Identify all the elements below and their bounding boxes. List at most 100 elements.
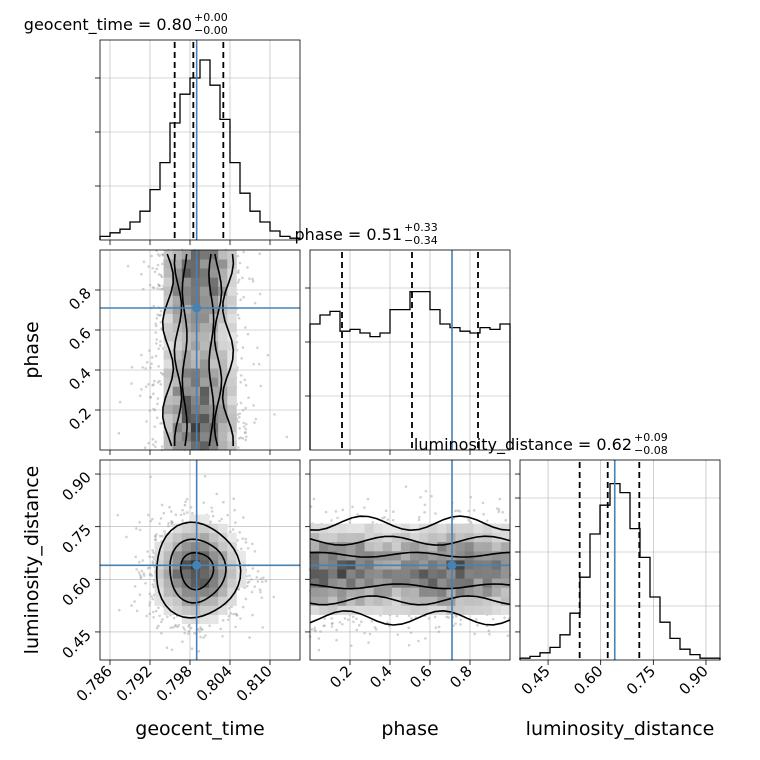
sample-point xyxy=(330,617,333,620)
sample-point xyxy=(260,580,264,583)
sample-point xyxy=(260,596,264,600)
density-cell xyxy=(200,431,210,442)
sample-point xyxy=(314,629,317,633)
sample-point xyxy=(259,577,263,581)
density-cell xyxy=(236,550,246,561)
sample-point xyxy=(237,420,240,423)
sample-point xyxy=(244,326,247,329)
density-cell xyxy=(382,541,393,552)
sample-point xyxy=(473,632,476,636)
sample-point xyxy=(241,408,245,412)
density-cell xyxy=(464,550,475,561)
density-cell xyxy=(209,532,219,543)
sample-point xyxy=(456,509,460,512)
sample-point xyxy=(170,523,173,526)
density-cell xyxy=(190,422,201,433)
density-cell xyxy=(382,587,393,597)
density-cell xyxy=(328,596,338,606)
density-cell xyxy=(373,587,384,597)
panel-background xyxy=(520,460,720,660)
density-cell xyxy=(209,350,219,360)
sample-point xyxy=(158,534,162,538)
density-cell xyxy=(200,569,210,579)
sample-point xyxy=(371,520,375,524)
density-cell xyxy=(172,440,183,451)
sample-point xyxy=(147,265,151,268)
density-cell xyxy=(328,550,338,561)
density-cell xyxy=(181,404,192,415)
sample-point xyxy=(237,271,240,274)
density-cell xyxy=(500,523,511,534)
density-cell xyxy=(346,578,356,588)
joint-panel-geocent-luminosity xyxy=(99,459,301,661)
y-tick-label: 0.2 xyxy=(65,404,95,434)
title-main: phase = 0.51 xyxy=(295,225,402,244)
density-cell xyxy=(200,514,210,525)
sample-point xyxy=(160,620,163,624)
density-cell xyxy=(227,550,237,561)
density-cell xyxy=(455,541,465,552)
density-cell xyxy=(209,614,219,625)
sample-point xyxy=(482,512,485,516)
x-tick-label: 0.90 xyxy=(675,662,711,698)
sample-point xyxy=(151,549,154,552)
density-cell xyxy=(218,523,228,534)
sample-point xyxy=(201,628,204,631)
sample-point xyxy=(309,505,313,508)
sample-point xyxy=(356,513,359,516)
sample-point xyxy=(150,254,153,258)
density-cell xyxy=(482,587,493,597)
sample-point xyxy=(417,639,420,643)
density-cell xyxy=(391,569,402,579)
density-cell xyxy=(310,569,320,579)
sample-point xyxy=(154,535,157,539)
density-cell xyxy=(382,523,393,534)
sample-point xyxy=(237,588,241,591)
density-cell xyxy=(181,614,192,625)
sample-point xyxy=(138,394,142,398)
sample-point xyxy=(409,631,413,635)
sample-point xyxy=(319,630,322,633)
sample-point xyxy=(154,538,158,542)
density-cell xyxy=(209,386,219,396)
density-cell xyxy=(482,541,493,552)
density-cell xyxy=(172,532,183,543)
sample-point xyxy=(158,314,161,317)
sample-point xyxy=(149,396,153,399)
sample-point xyxy=(156,287,159,290)
sample-point xyxy=(159,313,162,317)
density-cell xyxy=(464,578,475,588)
sample-point xyxy=(139,577,143,580)
sample-point xyxy=(454,622,457,625)
sample-point xyxy=(138,520,141,524)
density-cell xyxy=(190,331,201,342)
density-cell xyxy=(455,569,465,579)
sample-point xyxy=(248,574,251,577)
sample-point xyxy=(312,497,316,501)
density-cell xyxy=(154,541,165,552)
sample-point xyxy=(181,519,184,522)
sample-point xyxy=(167,524,170,528)
sample-point xyxy=(417,515,421,519)
density-cell xyxy=(446,569,456,579)
density-cell xyxy=(382,532,393,543)
density-cell xyxy=(464,605,475,615)
sample-point xyxy=(317,637,321,640)
sample-point xyxy=(245,584,249,588)
density-cell xyxy=(181,578,192,588)
sample-point xyxy=(142,574,146,577)
sample-point xyxy=(381,516,384,520)
sample-point xyxy=(149,519,152,523)
sample-point xyxy=(368,632,372,636)
density-cell xyxy=(181,386,192,396)
density-cell xyxy=(455,523,465,534)
sample-point xyxy=(159,309,163,313)
sample-point xyxy=(256,570,260,573)
sample-point xyxy=(148,592,152,596)
density-cell xyxy=(163,413,174,424)
density-cell xyxy=(181,368,192,378)
sample-point xyxy=(189,626,193,630)
density-cell xyxy=(419,532,429,543)
